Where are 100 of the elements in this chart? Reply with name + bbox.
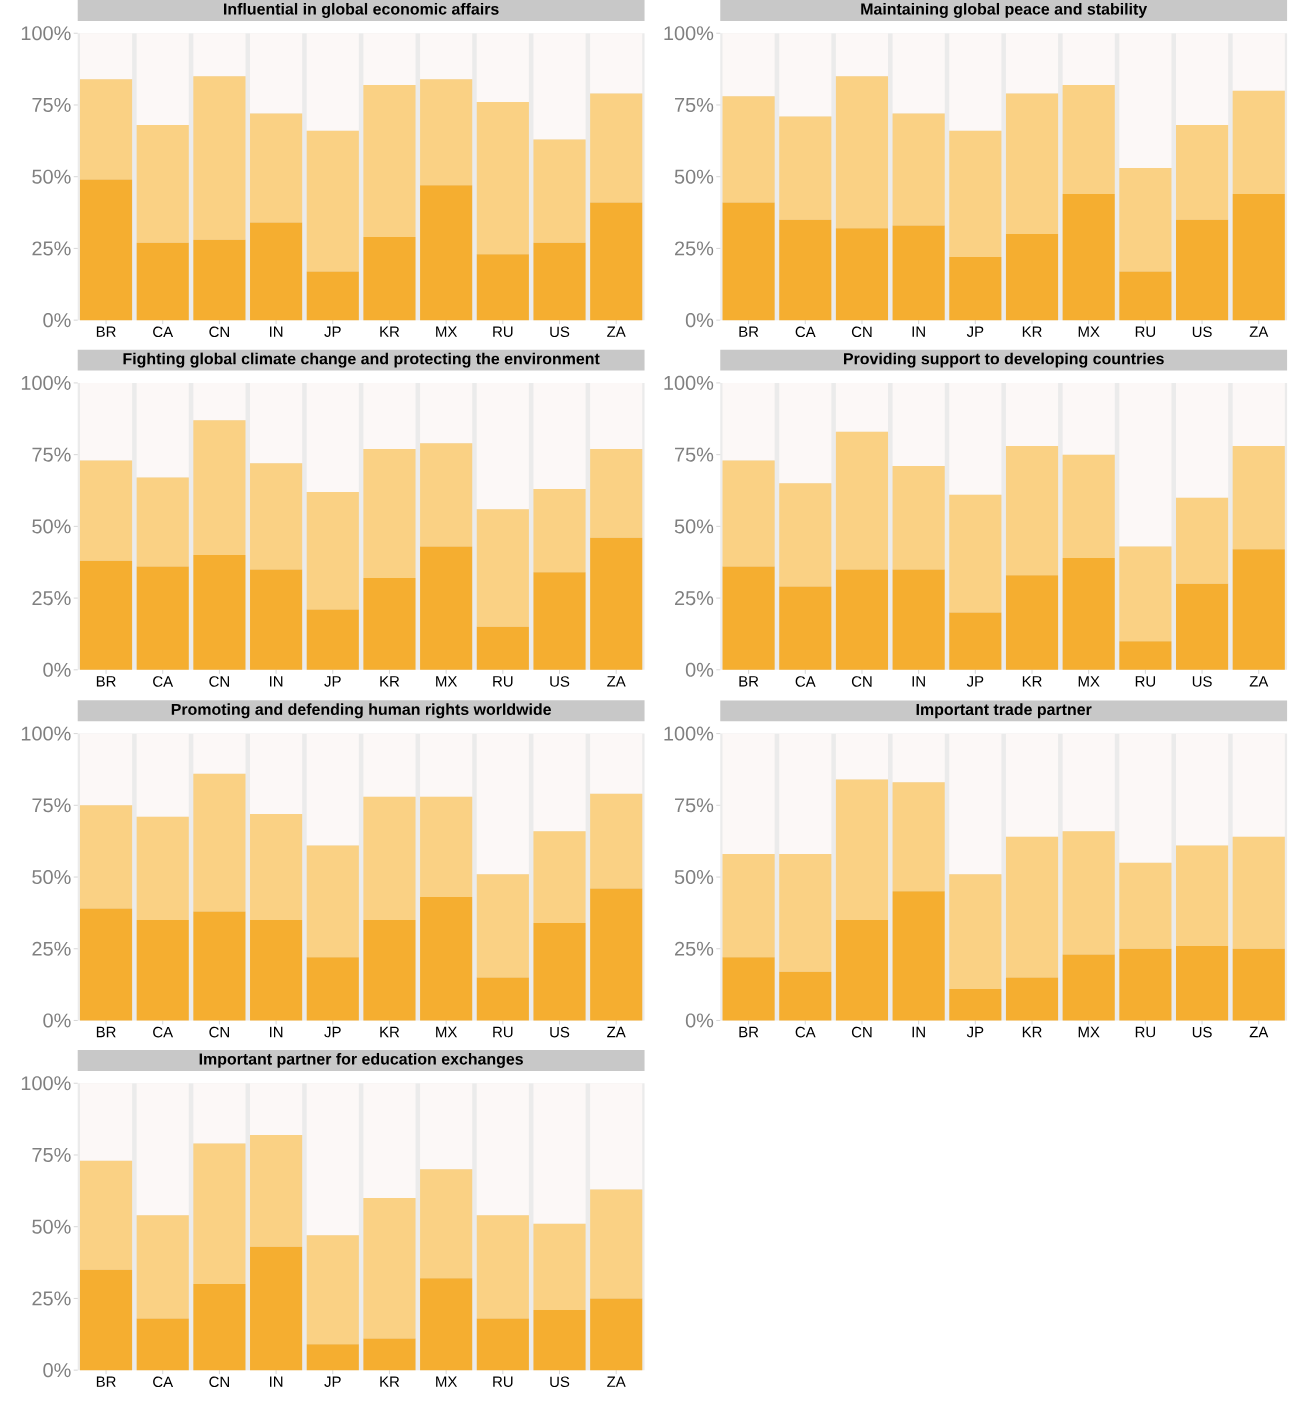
bar [306, 957, 359, 1021]
bar [420, 33, 473, 80]
x-tick-label: RU [493, 1026, 513, 1038]
bar [1119, 33, 1172, 169]
bar [476, 509, 529, 627]
y-tick-label: 75% [32, 798, 71, 813]
x-tick-label: JP [324, 1376, 341, 1387]
bar [1119, 382, 1172, 547]
bar [779, 116, 832, 220]
bar [136, 1083, 189, 1216]
bar [306, 733, 359, 846]
bar [250, 1246, 303, 1371]
bar [533, 733, 586, 832]
x-tick-label: BR [739, 676, 759, 687]
bar [193, 33, 246, 77]
bar [533, 1083, 586, 1224]
bar [250, 813, 303, 921]
y-tick-label: 0% [685, 1013, 714, 1028]
bar [420, 1278, 473, 1371]
y-tick-label: 100% [664, 726, 714, 741]
bar [1119, 271, 1172, 321]
bar [136, 382, 189, 478]
bar [835, 920, 889, 1021]
bar [1175, 583, 1229, 670]
bar [1005, 977, 1059, 1021]
bar [1119, 862, 1172, 949]
bar [949, 494, 1002, 613]
x-tick-label: JP [324, 1026, 341, 1038]
bar [136, 477, 189, 567]
bar [420, 897, 473, 1021]
bar [193, 733, 246, 774]
bar [1005, 836, 1059, 978]
bar [363, 1338, 416, 1371]
y-tick-label: 0% [685, 662, 714, 677]
x-tick-label: CA [795, 676, 816, 687]
bar [835, 733, 889, 780]
bar [1005, 33, 1059, 94]
bar [779, 971, 832, 1021]
bar [533, 489, 586, 573]
bar [533, 572, 586, 670]
bar [363, 84, 416, 237]
bar [1119, 546, 1172, 642]
x-tick-label: JP [966, 676, 984, 687]
bar [420, 796, 473, 898]
x-tick-label: ZA [1249, 676, 1269, 687]
bar [779, 33, 832, 117]
x-tick-label: CA [795, 326, 816, 338]
bar [892, 466, 945, 570]
bar [1175, 845, 1229, 946]
bar [79, 1269, 133, 1371]
bar [533, 1223, 586, 1310]
bar [476, 977, 529, 1021]
bar [590, 888, 643, 1021]
y-tick-label: 50% [32, 519, 71, 534]
bar [779, 586, 832, 670]
bar [892, 113, 945, 226]
chart-title: Promoting and defending human rights worldwide [171, 703, 551, 719]
bar [835, 76, 889, 229]
y-tick-label: 75% [675, 97, 714, 112]
bar [1175, 33, 1229, 126]
bar [779, 483, 832, 587]
x-tick-label: JP [966, 1026, 984, 1038]
bar [250, 382, 303, 464]
bar [363, 796, 416, 921]
x-tick-label: ZA [1249, 1026, 1269, 1038]
x-tick-label: RU [1135, 676, 1155, 687]
bar [835, 382, 889, 432]
bar [306, 609, 359, 670]
x-tick-label: MX [436, 1026, 458, 1038]
bar [1062, 33, 1115, 85]
bar [1005, 93, 1059, 235]
y-tick-label: 25% [32, 1291, 71, 1306]
bar [363, 1198, 416, 1339]
bar [79, 908, 133, 1021]
bar [1232, 193, 1285, 321]
x-tick-label: CN [851, 326, 872, 338]
x-tick-label: IN [269, 326, 283, 337]
x-tick-label: KR [1022, 676, 1042, 687]
bar [193, 239, 246, 321]
bar [1232, 549, 1285, 670]
bar [892, 382, 945, 467]
bar [193, 1143, 246, 1285]
x-tick-label: US [550, 1026, 570, 1038]
bar [892, 782, 945, 892]
bar [835, 228, 889, 321]
bar [722, 202, 775, 321]
x-tick-label: RU [1135, 1026, 1155, 1038]
y-tick-label: 75% [32, 1147, 71, 1162]
chart-title: Providing support to developing countries [844, 352, 1164, 368]
bar [1062, 733, 1115, 832]
x-tick-label: MX [436, 676, 458, 687]
x-tick-label: JP [966, 326, 984, 337]
y-tick-label: 0% [43, 1363, 71, 1378]
bar [193, 1284, 246, 1371]
bar [363, 382, 416, 449]
bar [476, 1083, 529, 1216]
bar [533, 1309, 586, 1371]
bar [722, 566, 775, 670]
y-tick-label: 0% [43, 313, 71, 328]
bar [1232, 948, 1285, 1021]
